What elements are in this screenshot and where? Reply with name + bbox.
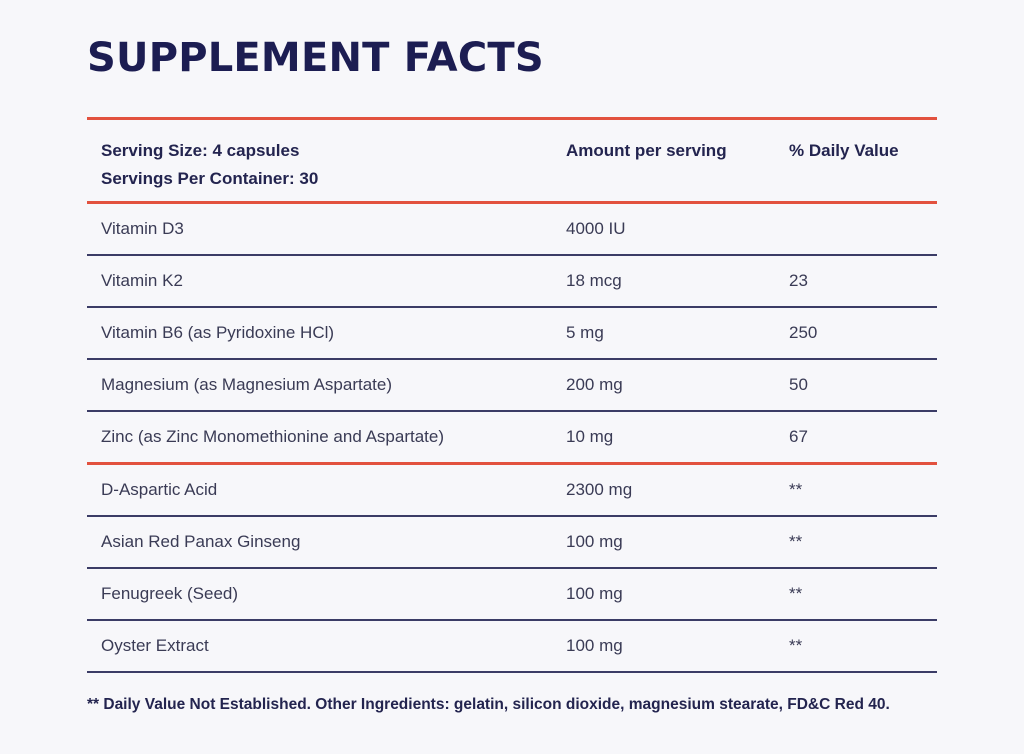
header-divider xyxy=(87,201,937,204)
ingredient-name: Vitamin K2 xyxy=(101,271,183,290)
bottom-divider xyxy=(87,671,937,673)
amount-column-header: Amount per serving xyxy=(566,141,727,160)
footnote: ** Daily Value Not Established. Other In… xyxy=(87,696,890,713)
ingredient-daily-value: ** xyxy=(789,480,803,499)
ingredient-amount: 200 mg xyxy=(566,375,623,394)
ingredient-daily-value: ** xyxy=(789,584,803,603)
daily-value-column-header: % Daily Value xyxy=(789,141,899,160)
ingredient-amount: 4000 IU xyxy=(566,219,626,238)
ingredient-amount: 100 mg xyxy=(566,584,623,603)
ingredient-name: Zinc (as Zinc Monomethionine and Asparta… xyxy=(101,427,445,446)
top-divider xyxy=(87,117,937,120)
ingredient-amount: 100 mg xyxy=(566,636,623,655)
ingredient-daily-value: 23 xyxy=(789,271,808,290)
table-row: D-Aspartic Acid 2300 mg ** xyxy=(87,465,937,515)
ingredient-amount: 2300 mg xyxy=(566,480,633,499)
serving-size: Serving Size: 4 capsules xyxy=(101,141,300,160)
ingredient-amount: 18 mcg xyxy=(566,271,622,290)
ingredient-daily-value: 50 xyxy=(789,375,808,394)
ingredient-name: Vitamin D3 xyxy=(101,219,184,238)
table-row: Fenugreek (Seed) 100 mg ** xyxy=(87,569,937,619)
ingredient-daily-value: 67 xyxy=(789,427,808,446)
row-divider xyxy=(87,410,937,412)
ingredient-name: Vitamin B6 (as Pyridoxine HCl) xyxy=(101,323,335,342)
table-row: Magnesium (as Magnesium Aspartate) 200 m… xyxy=(87,360,937,410)
serving-info: Serving Size: 4 capsules Servings Per Co… xyxy=(101,137,318,193)
ingredient-name: Oyster Extract xyxy=(101,636,209,655)
table-row: Asian Red Panax Ginseng 100 mg ** xyxy=(87,517,937,567)
table-row: Vitamin B6 (as Pyridoxine HCl) 5 mg 250 xyxy=(87,308,937,358)
ingredient-amount: 10 mg xyxy=(566,427,614,446)
ingredient-amount: 100 mg xyxy=(566,532,623,551)
supplement-facts-table: Serving Size: 4 capsules Servings Per Co… xyxy=(87,117,937,673)
table-row: Zinc (as Zinc Monomethionine and Asparta… xyxy=(87,412,937,462)
ingredient-daily-value: 250 xyxy=(789,323,818,342)
ingredient-name: Asian Red Panax Ginseng xyxy=(101,532,301,551)
row-divider xyxy=(87,619,937,621)
row-divider xyxy=(87,306,937,308)
table-row: Vitamin K2 18 mcg 23 xyxy=(87,256,937,306)
ingredient-amount: 5 mg xyxy=(566,323,604,342)
row-divider xyxy=(87,254,937,256)
ingredient-name: Magnesium (as Magnesium Aspartate) xyxy=(101,375,393,394)
table-row: Vitamin D3 4000 IU xyxy=(87,204,937,254)
servings-per-container: Servings Per Container: 30 xyxy=(101,169,319,188)
ingredient-name: D-Aspartic Acid xyxy=(101,480,218,499)
table-row: Oyster Extract 100 mg ** xyxy=(87,621,937,671)
ingredient-name: Fenugreek (Seed) xyxy=(101,584,239,603)
ingredient-daily-value: ** xyxy=(789,532,803,551)
row-divider xyxy=(87,515,937,517)
ingredient-daily-value: ** xyxy=(789,636,803,655)
table-header: Serving Size: 4 capsules Servings Per Co… xyxy=(87,120,937,201)
row-divider xyxy=(87,567,937,569)
page-title: SUPPLEMENT FACTS xyxy=(87,35,544,81)
section-divider xyxy=(87,462,937,465)
row-divider xyxy=(87,358,937,360)
